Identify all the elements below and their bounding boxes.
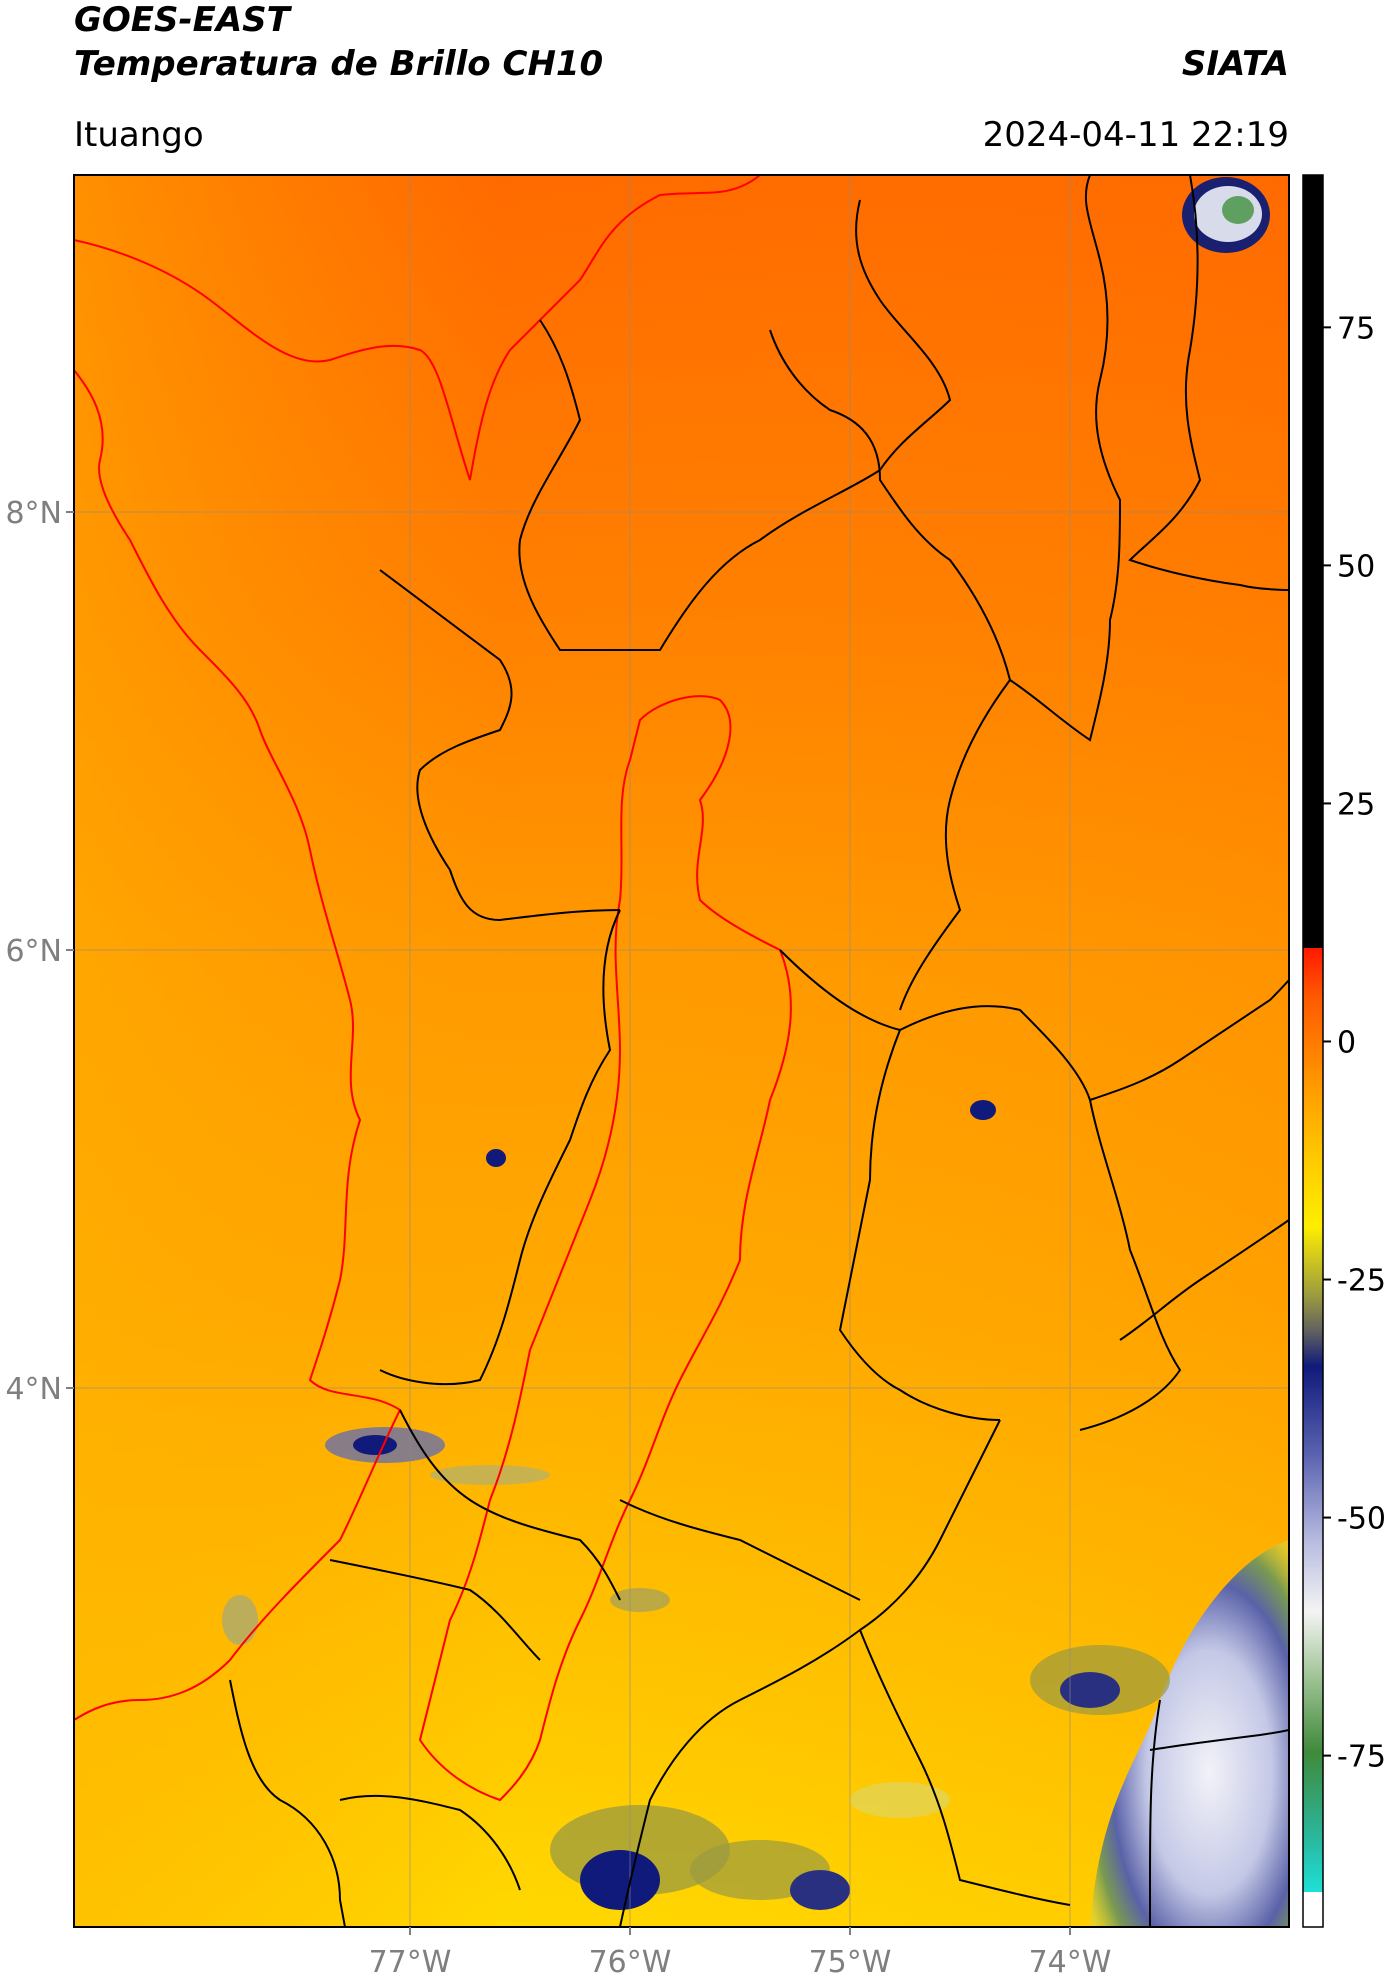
temperature-field [74, 175, 1289, 1927]
colorbar-tick-label: 75 [1337, 311, 1375, 346]
convection-band [222, 1427, 1170, 1910]
cloud-patch-southeast [1090, 1540, 1289, 1927]
plot-frame [73, 174, 1290, 1928]
gridlines [74, 175, 1289, 1927]
latitude-axis: 8°N 6°N 4°N [5, 496, 74, 1407]
lon-tick-label: 75°W [809, 1945, 892, 1980]
colorbar-scale [1302, 174, 1324, 1928]
catchment-outline [418, 695, 792, 1802]
lat-tick-label: 4°N [5, 1372, 62, 1407]
colorbar-tick-label: -50 [1337, 1502, 1384, 1537]
timestamp-label: 2024-04-11 22:19 [982, 115, 1289, 155]
colorbar: 75 50 25 0 -25 -50 -75 [1302, 174, 1384, 1928]
colorbar-tick-label: 50 [1337, 549, 1375, 584]
colorbar-tick-label: -75 [1337, 1740, 1384, 1775]
lon-tick-label: 77°W [369, 1945, 452, 1980]
colorbar-tick-label: -25 [1337, 1264, 1384, 1299]
cold-cell [970, 1100, 996, 1120]
lat-tick-label: 8°N [5, 496, 62, 531]
cold-cell [486, 1149, 506, 1167]
location-label: Ituango [74, 115, 204, 155]
agency-label: SIATA [1181, 44, 1289, 84]
title-line-2: Temperatura de Brillo CH10 [74, 44, 604, 84]
colorbar-tick-label: 25 [1337, 787, 1375, 822]
lat-tick-label: 6°N [5, 934, 62, 969]
coastline [74, 175, 761, 1721]
colorbar-tick-label: 0 [1337, 1025, 1356, 1060]
longitude-axis: 77°W 76°W 75°W 74°W [369, 1927, 1112, 1980]
department-borders [229, 175, 1289, 1927]
lon-tick-label: 74°W [1029, 1945, 1112, 1980]
lon-tick-label: 76°W [589, 1945, 672, 1980]
title-line-1: GOES-EAST [74, 0, 290, 40]
